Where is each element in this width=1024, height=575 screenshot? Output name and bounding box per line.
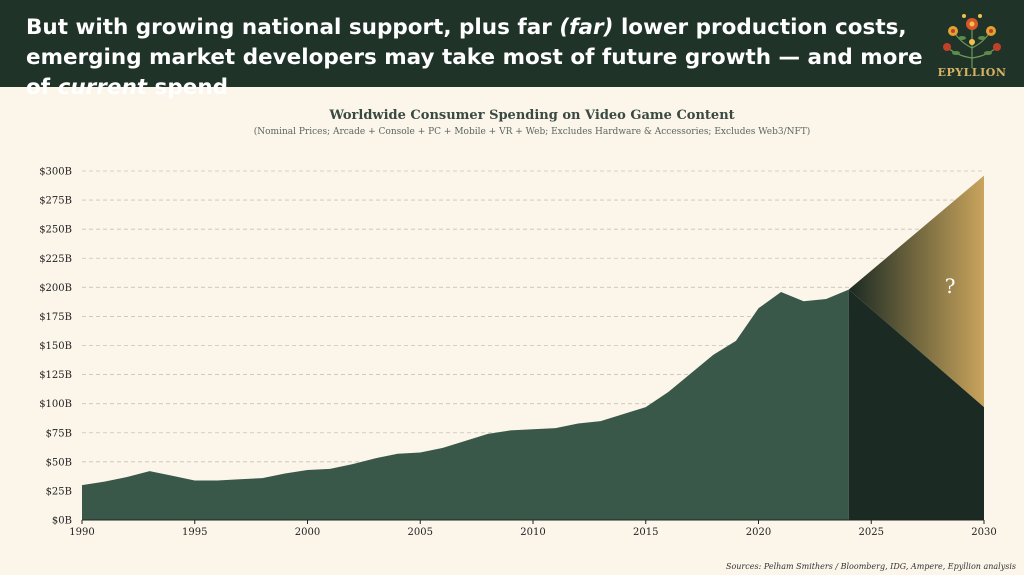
x-tick-label: 1995: [182, 527, 207, 538]
projection-base: [848, 289, 984, 520]
y-tick-label: $50B: [46, 457, 72, 468]
projection-question-mark: ?: [945, 274, 956, 298]
x-tick-label: 2030: [971, 527, 996, 538]
x-tick-label: 2020: [746, 527, 771, 538]
x-tick-label: 2005: [408, 527, 433, 538]
chart-subtitle: (Nominal Prices; Arcade + Console + PC +…: [253, 127, 811, 137]
x-tick-label: 2025: [859, 527, 884, 538]
x-tick-label: 2000: [295, 527, 320, 538]
headline: But with growing national support, plus …: [26, 13, 926, 103]
headline-part: But with growing national support, plus …: [26, 15, 560, 40]
headline-part: lower production costs, emerging market …: [26, 15, 923, 100]
y-tick-label: $150B: [39, 341, 72, 352]
projection-range: [848, 175, 984, 408]
y-tick-label: $175B: [39, 312, 72, 323]
x-tick-label: 2010: [520, 527, 545, 538]
y-tick-label: $100B: [39, 399, 72, 410]
y-tick-label: $200B: [39, 283, 72, 294]
logo-text: EPYLLION: [937, 66, 1007, 79]
source-note: Sources: Pelham Smithers / Bloomberg, ID…: [725, 562, 1016, 571]
floral-logo-icon: [943, 14, 1001, 68]
y-tick-label: $0B: [52, 516, 72, 527]
x-tick-label: 1990: [69, 527, 94, 538]
y-tick-label: $300B: [39, 167, 72, 178]
y-tick-label: $250B: [39, 225, 72, 236]
x-tick-label: 2015: [633, 527, 658, 538]
headline-part: current: [57, 75, 148, 100]
y-tick-label: $125B: [39, 370, 72, 381]
y-tick-label: $25B: [46, 486, 72, 497]
chart-title: Worldwide Consumer Spending on Video Gam…: [329, 108, 735, 123]
y-tick-label: $75B: [46, 428, 72, 439]
y-tick-label: $275B: [39, 196, 72, 207]
y-tick-label: $225B: [39, 254, 72, 265]
spending-area: [82, 289, 849, 520]
headline-part: spend: [147, 75, 229, 100]
headline-part: (far): [559, 15, 614, 40]
header-banner: [0, 0, 1024, 87]
